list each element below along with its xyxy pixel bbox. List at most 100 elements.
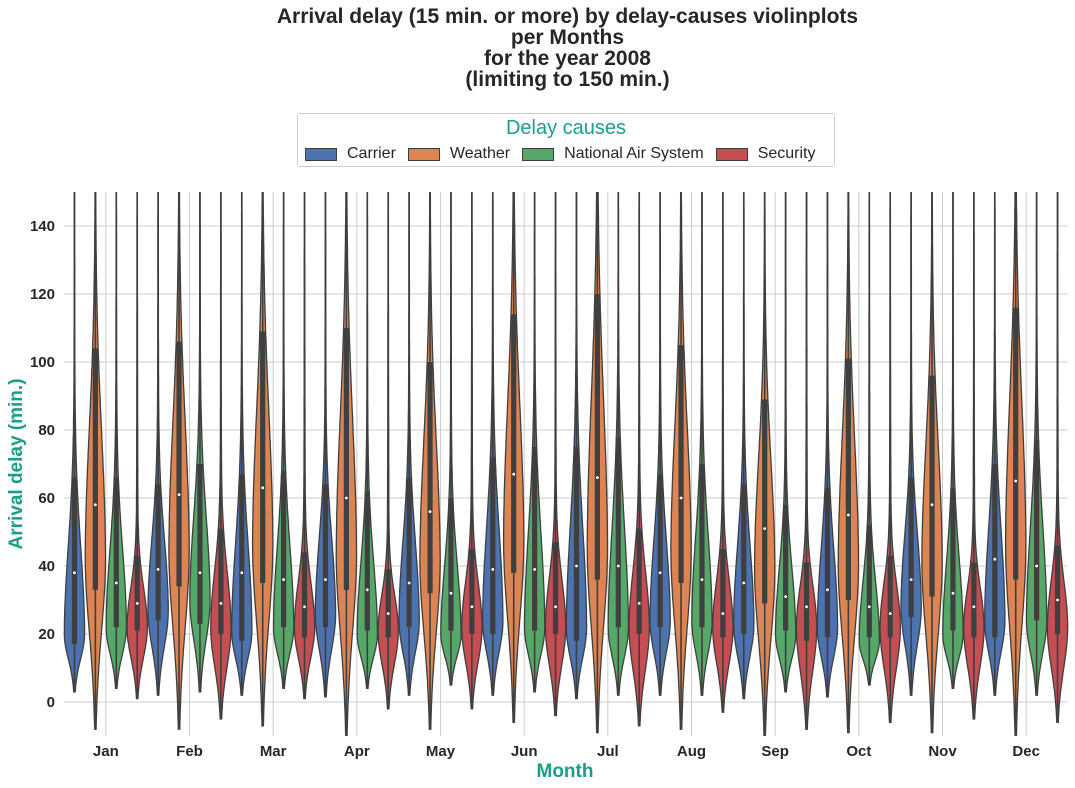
violin-median [1035, 564, 1039, 568]
legend-swatch [522, 147, 555, 161]
legend-swatch [715, 147, 748, 161]
legend-swatch [407, 147, 440, 161]
violin-median [575, 564, 578, 568]
violin-median [512, 472, 516, 476]
violin-iqr-box [511, 314, 517, 573]
violin-median [595, 476, 599, 479]
violin-iqr-box [908, 477, 914, 617]
violin-iqr-box [824, 487, 831, 638]
legend-title: Delay causes [505, 117, 627, 139]
legend-item-national-air-system: National Air System [522, 145, 704, 163]
legend-item-weather: Weather [407, 145, 510, 163]
violin-iqr-box [594, 294, 600, 580]
violin-median [93, 503, 97, 507]
legend-label: Carrier [347, 145, 396, 162]
violin-iqr-box [197, 464, 203, 624]
violin-median [805, 605, 808, 609]
violin-median [1014, 479, 1018, 483]
x-tick-label: Nov [928, 743, 957, 760]
violin-iqr-box [657, 474, 663, 628]
y-tick-label: 80 [38, 422, 55, 439]
violin-iqr-box [301, 552, 308, 638]
legend: Delay causes Carrier Weather National Ai… [297, 113, 835, 167]
violin-iqr-box [887, 555, 893, 638]
chart-title-line: (limiting to 150 min.) [465, 68, 670, 91]
y-axis-label: Arrival delay (min.) [6, 378, 27, 549]
violin-iqr-box [762, 399, 768, 604]
y-tick-labels: 0 20 40 60 80 100 120 140 [30, 218, 55, 711]
y-tick-label: 20 [38, 626, 55, 643]
violin-median [616, 564, 620, 568]
violin-median [554, 605, 557, 609]
violin-median [909, 578, 913, 581]
violin-iqr-box [469, 549, 475, 634]
violin-iqr-box [1054, 545, 1061, 634]
violin-iqr-box [260, 331, 266, 583]
violin-median [930, 503, 934, 507]
violin-iqr-box [741, 484, 747, 634]
chart-title-line: Arrival delay (15 min. or more) by delay… [276, 5, 859, 28]
violin-median [679, 496, 683, 500]
x-tick-label: Feb [176, 743, 203, 760]
legend-label: National Air System [564, 145, 704, 162]
violin-iqr-box [720, 549, 726, 638]
x-tick-label: Aug [677, 743, 706, 760]
x-tick-labels: Jan Feb Mar Apr May Jun Jul Aug Sep Oct Nov Dec [93, 743, 1040, 760]
violin-iqr-box [71, 477, 78, 645]
violin-iqr-box [866, 525, 872, 638]
violin-iqr-box [678, 345, 684, 583]
violin-iqr-box [92, 348, 98, 590]
violin-median [344, 496, 348, 500]
legend-swatch [305, 147, 337, 161]
y-tick-label: 100 [30, 354, 55, 371]
x-tick-label: Dec [1012, 743, 1040, 760]
violin-median [156, 568, 160, 571]
violin-median [303, 605, 306, 609]
y-tick-label: 60 [38, 490, 55, 507]
y-tick-label: 40 [38, 558, 55, 575]
violin-median [993, 557, 997, 561]
legend-item-security: Security [715, 145, 816, 163]
violin-iqr-box [699, 464, 705, 628]
y-tick-label: 0 [47, 694, 55, 711]
legend-items: Carrier Weather National Air System Secu… [305, 145, 827, 163]
x-tick-label: Jan [93, 743, 119, 760]
violin-median [658, 571, 662, 575]
violin-iqr-box [281, 470, 287, 628]
violin-median [198, 571, 202, 575]
legend-label: Security [757, 145, 816, 162]
violin-iqr-box [845, 358, 851, 600]
x-tick-label: Jul [597, 743, 619, 760]
grid-lines [64, 192, 1068, 736]
violin-median [826, 588, 829, 592]
violin-median [491, 568, 495, 571]
violin-iqr-box [992, 464, 998, 638]
y-tick-label: 120 [30, 286, 55, 303]
violin-median [867, 605, 871, 609]
violin-median [73, 571, 76, 575]
violin-iqr-box [552, 542, 559, 634]
legend-item-carrier: Carrier [305, 145, 396, 163]
violin-median [407, 581, 411, 585]
violin-median [135, 602, 139, 605]
violin-median [240, 571, 244, 575]
violin-median [261, 486, 265, 490]
violin-median [1056, 598, 1059, 602]
violin-iqr-box [364, 491, 370, 631]
violin-median [428, 510, 432, 513]
violin-median [114, 581, 118, 585]
violin-median [219, 602, 223, 605]
violins [63, 192, 1069, 736]
violin-median [282, 578, 286, 581]
chart-title-line: for the year 2008 [484, 47, 651, 70]
x-axis-label: Month [537, 761, 594, 782]
violin-median [742, 581, 746, 585]
violin-iqr-box [155, 484, 161, 621]
violin-median [386, 612, 390, 615]
violin-iqr-box [971, 562, 977, 638]
violin-iqr-box [322, 484, 329, 628]
violin-median [637, 602, 641, 605]
violin-iqr-box [573, 447, 580, 641]
violin-iqr-box [134, 555, 140, 631]
violin-iqr-box [176, 341, 182, 587]
